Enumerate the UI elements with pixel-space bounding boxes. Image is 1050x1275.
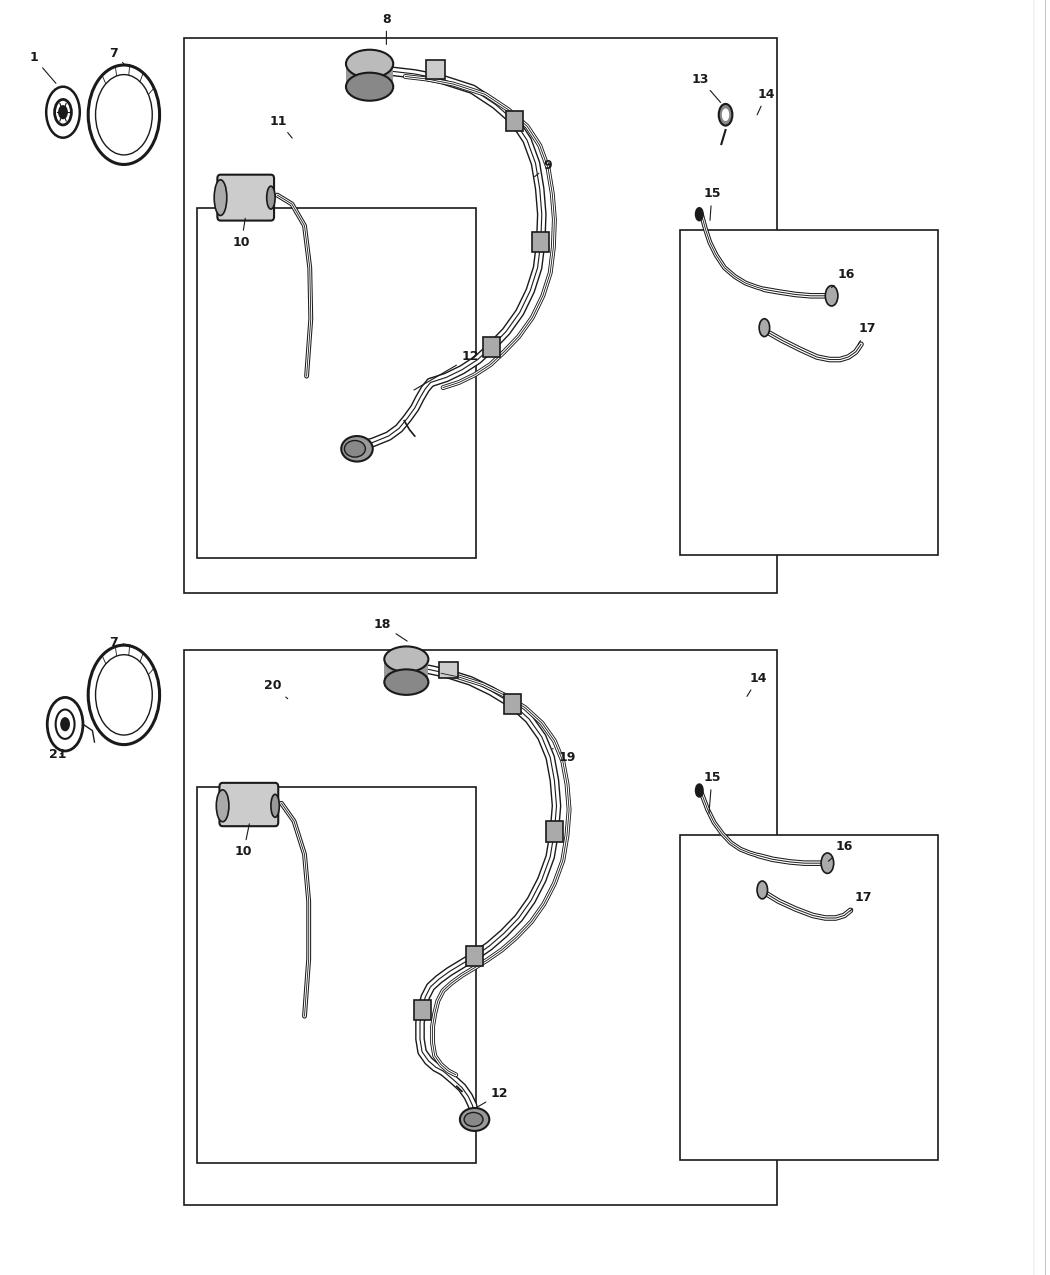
Ellipse shape [821, 853, 834, 873]
Ellipse shape [718, 105, 733, 126]
Ellipse shape [384, 669, 428, 695]
Text: 21: 21 [49, 748, 66, 761]
Ellipse shape [267, 186, 275, 209]
Text: 12: 12 [414, 351, 479, 390]
Text: 8: 8 [382, 13, 391, 45]
Ellipse shape [759, 319, 770, 337]
Text: 7: 7 [109, 636, 124, 649]
Ellipse shape [345, 73, 393, 101]
Text: 10: 10 [235, 824, 252, 858]
Text: 16: 16 [832, 268, 855, 288]
Text: 13: 13 [692, 73, 720, 102]
Ellipse shape [384, 646, 428, 672]
Ellipse shape [460, 1108, 489, 1131]
Bar [426, 60, 445, 79]
Ellipse shape [59, 106, 67, 119]
Bar [384, 659, 428, 682]
Bar [184, 38, 777, 593]
Text: 9: 9 [534, 159, 552, 177]
Bar [532, 232, 549, 252]
Ellipse shape [341, 436, 373, 462]
Text: 14: 14 [757, 88, 775, 115]
Ellipse shape [214, 180, 227, 215]
Text: 14: 14 [747, 672, 766, 696]
Bar [546, 821, 563, 842]
Bar [506, 111, 523, 131]
Bar [414, 1000, 430, 1020]
Text: 20: 20 [265, 680, 288, 699]
Ellipse shape [271, 794, 279, 817]
Bar [466, 946, 483, 966]
Bar [680, 230, 938, 555]
Text: 15: 15 [704, 187, 720, 221]
Text: 17: 17 [858, 323, 876, 344]
Bar [504, 694, 521, 714]
Bar [439, 662, 458, 678]
Bar [184, 650, 777, 1205]
Ellipse shape [695, 208, 704, 221]
Text: 11: 11 [270, 115, 292, 138]
Ellipse shape [216, 790, 229, 822]
Text: 7: 7 [109, 47, 124, 64]
Bar [680, 835, 938, 1160]
Text: 17: 17 [850, 891, 871, 910]
Text: 18: 18 [374, 618, 407, 641]
Ellipse shape [695, 784, 704, 797]
Bar [197, 208, 476, 558]
Text: 12: 12 [476, 1088, 508, 1108]
Ellipse shape [61, 718, 69, 731]
Text: 1: 1 [29, 51, 56, 83]
Ellipse shape [722, 110, 729, 121]
Bar [197, 787, 476, 1163]
FancyBboxPatch shape [219, 783, 278, 826]
Ellipse shape [825, 286, 838, 306]
Text: 19: 19 [552, 748, 575, 764]
Bar [483, 337, 500, 357]
Text: 16: 16 [828, 840, 853, 862]
Bar [346, 64, 393, 87]
Text: 10: 10 [233, 218, 250, 249]
Ellipse shape [464, 1112, 483, 1127]
Ellipse shape [345, 50, 393, 78]
Ellipse shape [757, 881, 768, 899]
Text: 15: 15 [704, 771, 720, 813]
Ellipse shape [344, 440, 365, 458]
FancyBboxPatch shape [217, 175, 274, 221]
